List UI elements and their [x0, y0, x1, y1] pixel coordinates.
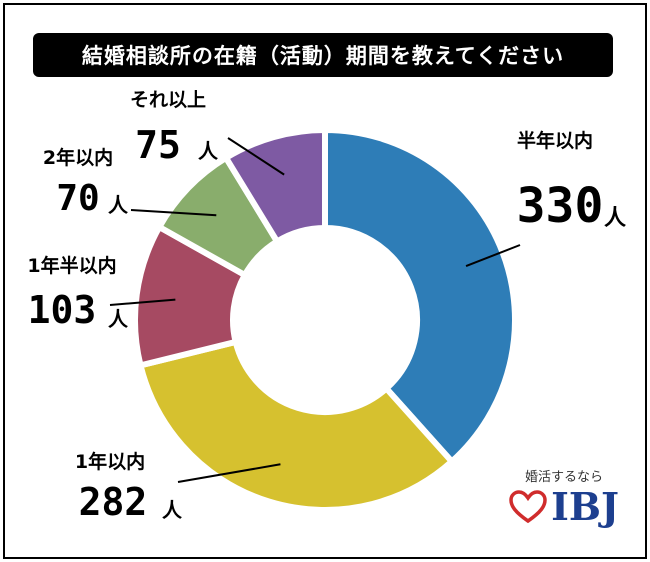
slice-category-label: 1年以内	[75, 450, 145, 473]
chart-title: 結婚相談所の在籍（活動）期間を教えてください	[33, 33, 613, 77]
slice-value-label: 75	[135, 123, 181, 167]
slice-category-label: 1年半以内	[27, 254, 116, 277]
leader-line	[227, 137, 285, 176]
slice-unit-label: 人	[604, 206, 626, 231]
slice-value-label: 282	[79, 480, 148, 524]
brand-logo: IBJ	[504, 487, 624, 527]
slice-category-label: 半年以内	[517, 129, 593, 152]
leader-line	[177, 463, 281, 483]
brand-name: IBJ	[551, 484, 619, 529]
slice-unit-label: 人	[198, 139, 219, 163]
slice-category-label: それ以上	[130, 89, 206, 111]
slice-category-label: 2年以内	[43, 146, 113, 169]
leader-line	[130, 209, 217, 217]
slice-unit-label: 人	[108, 307, 129, 331]
brand-logo-block: 婚活するなら IBJ	[504, 466, 624, 527]
slice-value-label: 70	[56, 178, 99, 219]
slice-value-label: 330	[517, 178, 604, 234]
leader-line	[465, 244, 521, 267]
slice-unit-label: 人	[162, 498, 183, 522]
leader-line	[109, 298, 176, 306]
brand-tagline: 婚活するなら	[524, 470, 603, 485]
donut-slice	[221, 126, 328, 246]
slice-unit-label: 人	[108, 193, 129, 217]
heart-icon	[509, 490, 547, 524]
slice-value-label: 103	[28, 288, 97, 332]
donut-slice	[136, 338, 457, 513]
donut-slice	[322, 126, 518, 466]
